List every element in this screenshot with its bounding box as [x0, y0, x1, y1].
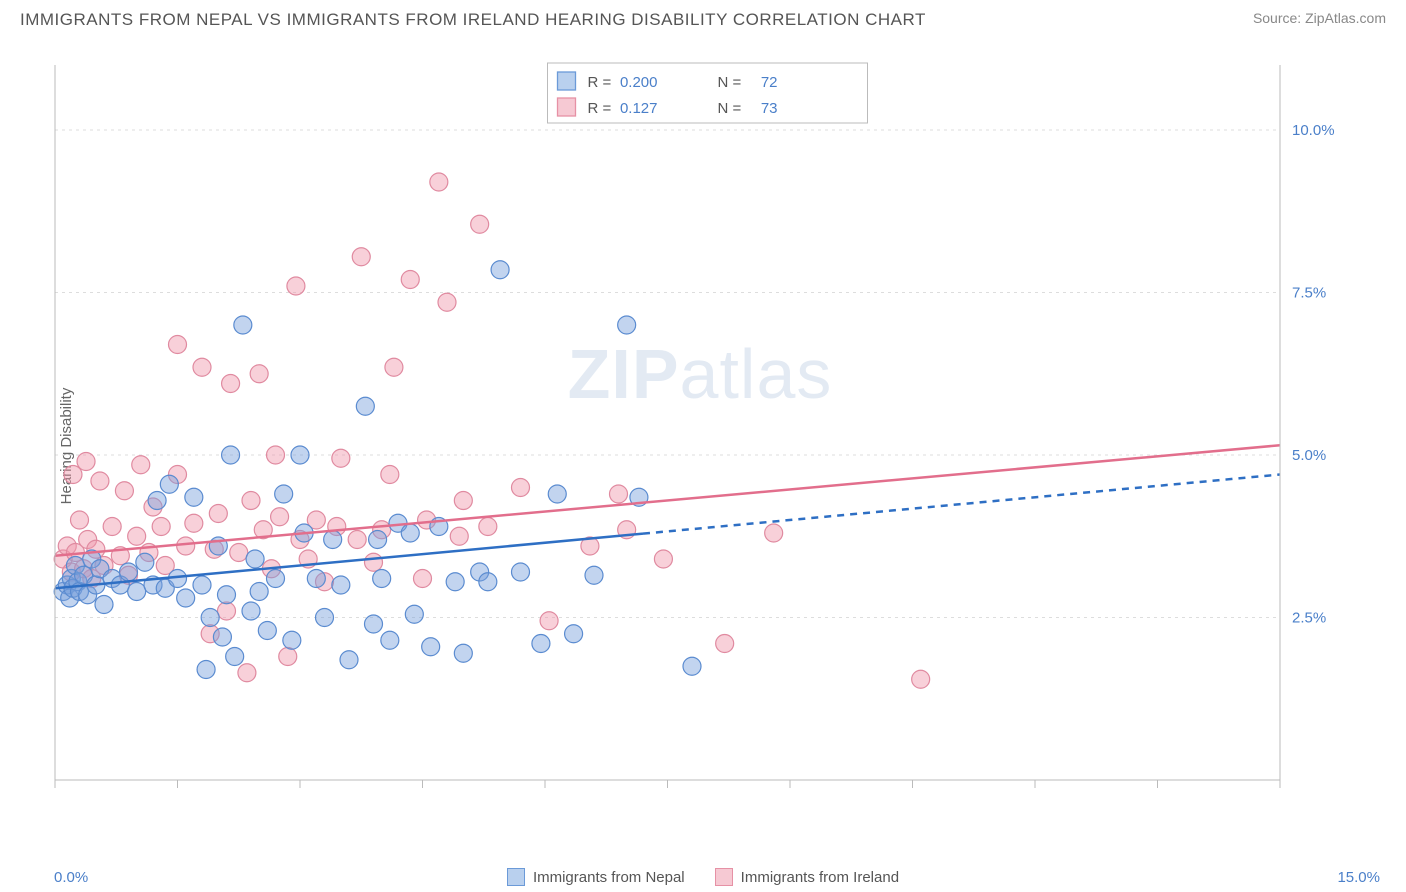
source-label: Source: ZipAtlas.com [1253, 10, 1386, 26]
legend-item-nepal: Immigrants from Nepal [507, 868, 685, 886]
svg-text:5.0%: 5.0% [1292, 447, 1326, 464]
chart-title: IMMIGRANTS FROM NEPAL VS IMMIGRANTS FROM… [20, 10, 926, 30]
legend-label: Immigrants from Nepal [533, 869, 685, 886]
svg-text:10.0%: 10.0% [1292, 122, 1335, 139]
svg-text:2.5%: 2.5% [1292, 610, 1326, 627]
bottom-legend: Immigrants from Nepal Immigrants from Ir… [0, 868, 1406, 886]
chart-plot-area: 2.5% 5.0% 7.5% 10.0% R = 0.200 N = 72 R = 0.127 N … [50, 55, 1350, 815]
legend-item-ireland: Immigrants from Ireland [715, 868, 899, 886]
svg-text:0.127: 0.127 [620, 100, 658, 117]
svg-text:N =: N = [718, 100, 742, 117]
svg-text:73: 73 [761, 100, 778, 117]
legend-swatch-icon [715, 868, 733, 886]
scatter-chart: 2.5% 5.0% 7.5% 10.0% R = 0.200 N = 72 R = 0.127 N … [50, 55, 1350, 815]
svg-text:R =: R = [588, 74, 612, 91]
svg-text:N =: N = [718, 74, 742, 91]
legend-swatch-icon [507, 868, 525, 886]
svg-text:72: 72 [761, 74, 778, 91]
svg-text:0.200: 0.200 [620, 74, 658, 91]
svg-text:R =: R = [588, 100, 612, 117]
svg-text:7.5%: 7.5% [1292, 285, 1326, 302]
legend-label: Immigrants from Ireland [741, 869, 899, 886]
